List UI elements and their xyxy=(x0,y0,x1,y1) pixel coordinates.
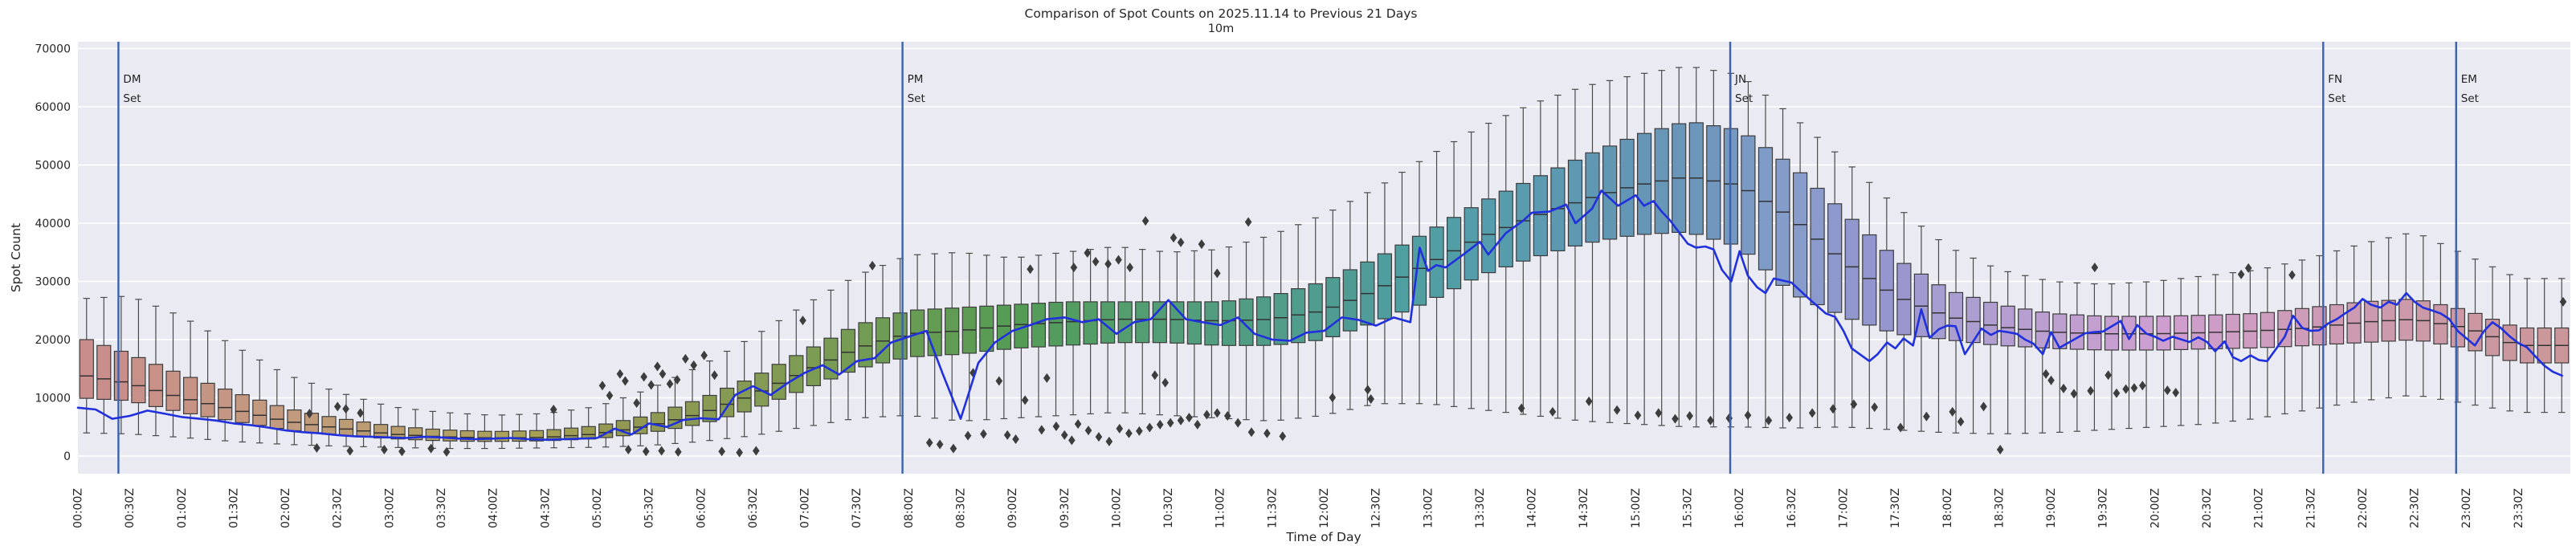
x-tick-label: 18:30Z xyxy=(1993,488,2006,528)
outlier-points xyxy=(306,216,2567,458)
x-tick-label: 21:30Z xyxy=(2305,488,2317,528)
event-label: Set xyxy=(2328,92,2345,105)
x-tick-label: 10:30Z xyxy=(1162,488,1175,528)
x-tick-label: 00:30Z xyxy=(124,488,137,528)
x-tick-label: 04:30Z xyxy=(539,488,552,528)
x-tick-label: 20:30Z xyxy=(2201,488,2214,528)
x-tick-label: 10:00Z xyxy=(1110,488,1123,528)
x-tick-label: 08:00Z xyxy=(903,488,916,528)
x-tick-label: 21:00Z xyxy=(2253,488,2266,528)
x-tick-label: 05:00Z xyxy=(591,488,604,528)
chart-title: Comparison of Spot Counts on 2025.11.14 … xyxy=(1024,6,1418,21)
y-tick-label: 20000 xyxy=(35,334,71,347)
x-tick-label: 13:30Z xyxy=(1474,488,1487,528)
y-tick-label: 30000 xyxy=(35,276,71,289)
event-label: JN xyxy=(1734,73,1746,86)
x-tick-label: 02:30Z xyxy=(332,488,345,528)
y-tick-label: 10000 xyxy=(35,393,71,405)
event-label: PM xyxy=(908,73,924,86)
x-tick-label: 17:30Z xyxy=(1889,488,1902,528)
event-line-fn: FN Set xyxy=(2322,42,2345,474)
x-tick-label: 20:00Z xyxy=(2149,488,2162,528)
event-label: FN xyxy=(2328,73,2342,86)
x-tick-label: 01:30Z xyxy=(227,488,240,528)
x-tick-label: 09:00Z xyxy=(1006,488,1019,528)
event-line-pm: PM Set xyxy=(901,42,925,474)
y-axis-label: Spot Count xyxy=(9,222,23,293)
event-label: Set xyxy=(908,92,925,105)
boxplot-bins xyxy=(79,122,2570,442)
x-tick-label: 23:30Z xyxy=(2513,488,2525,528)
x-tick-label: 07:00Z xyxy=(799,488,812,528)
y-tick-label: 40000 xyxy=(35,218,71,230)
x-tick-label: 00:00Z xyxy=(72,488,85,528)
plot-background xyxy=(78,42,2570,474)
x-tick-label: 05:30Z xyxy=(643,488,656,528)
x-tick-label: 15:30Z xyxy=(1682,488,1695,528)
x-tick-label: 01:00Z xyxy=(176,488,189,528)
chart-subtitle: 10m xyxy=(1207,22,1235,35)
x-tick-label: 08:30Z xyxy=(954,488,967,528)
x-tick-label: 03:30Z xyxy=(435,488,448,528)
y-grid-and-ticks: 0 10000 20000 30000 40000 50000 60000 70000 xyxy=(35,43,2570,463)
x-tick-label: 19:30Z xyxy=(2097,488,2110,528)
event-line-dm: DM Set xyxy=(117,42,141,474)
x-tick-label: 18:00Z xyxy=(1941,488,1954,528)
today-spot-count-line xyxy=(76,189,2563,442)
x-tick-label: 15:00Z xyxy=(1630,488,1643,528)
y-tick-label: 70000 xyxy=(35,43,71,56)
event-label: Set xyxy=(1735,92,1753,105)
x-tick-label: 16:30Z xyxy=(1786,488,1798,528)
x-axis-label: Time of Day xyxy=(1286,530,1361,544)
y-tick-label: 50000 xyxy=(35,160,71,173)
x-tick-label: 19:00Z xyxy=(2045,488,2058,528)
x-tick-label: 06:30Z xyxy=(747,488,760,528)
x-tick-label: 11:00Z xyxy=(1215,488,1227,528)
x-tick-label: 03:00Z xyxy=(383,488,396,528)
y-tick-label: 60000 xyxy=(35,101,71,114)
event-line-em: EM Set xyxy=(2455,42,2479,474)
x-tick-label: 12:30Z xyxy=(1370,488,1383,528)
x-tick-label: 02:00Z xyxy=(280,488,292,528)
event-label: EM xyxy=(2461,73,2477,86)
x-tick-label: 09:30Z xyxy=(1059,488,1072,528)
x-tick-label: 13:00Z xyxy=(1422,488,1435,528)
event-line-jn: JN Set xyxy=(1729,42,1753,474)
x-tick-label: 16:00Z xyxy=(1733,488,1746,528)
x-tick-label: 04:00Z xyxy=(488,488,500,528)
y-tick-label: 0 xyxy=(63,450,71,463)
x-tick-labels: 00:00Z 00:30Z 01:00Z 01:30Z 02:00Z 02:30Z 03:0… xyxy=(72,488,2525,528)
x-tick-label: 17:00Z xyxy=(1837,488,1850,528)
x-tick-label: 14:30Z xyxy=(1578,488,1590,528)
x-tick-label: 11:30Z xyxy=(1266,488,1279,528)
x-tick-label: 14:00Z xyxy=(1526,488,1539,528)
x-tick-label: 06:00Z xyxy=(695,488,708,528)
x-tick-label: 07:30Z xyxy=(851,488,863,528)
event-label: Set xyxy=(2461,92,2479,105)
x-tick-label: 23:00Z xyxy=(2460,488,2473,528)
x-tick-label: 12:00Z xyxy=(1318,488,1331,528)
x-tick-label: 22:30Z xyxy=(2409,488,2422,528)
event-label: DM xyxy=(123,73,141,86)
event-label: Set xyxy=(123,92,141,105)
x-tick-label: 22:00Z xyxy=(2357,488,2370,528)
